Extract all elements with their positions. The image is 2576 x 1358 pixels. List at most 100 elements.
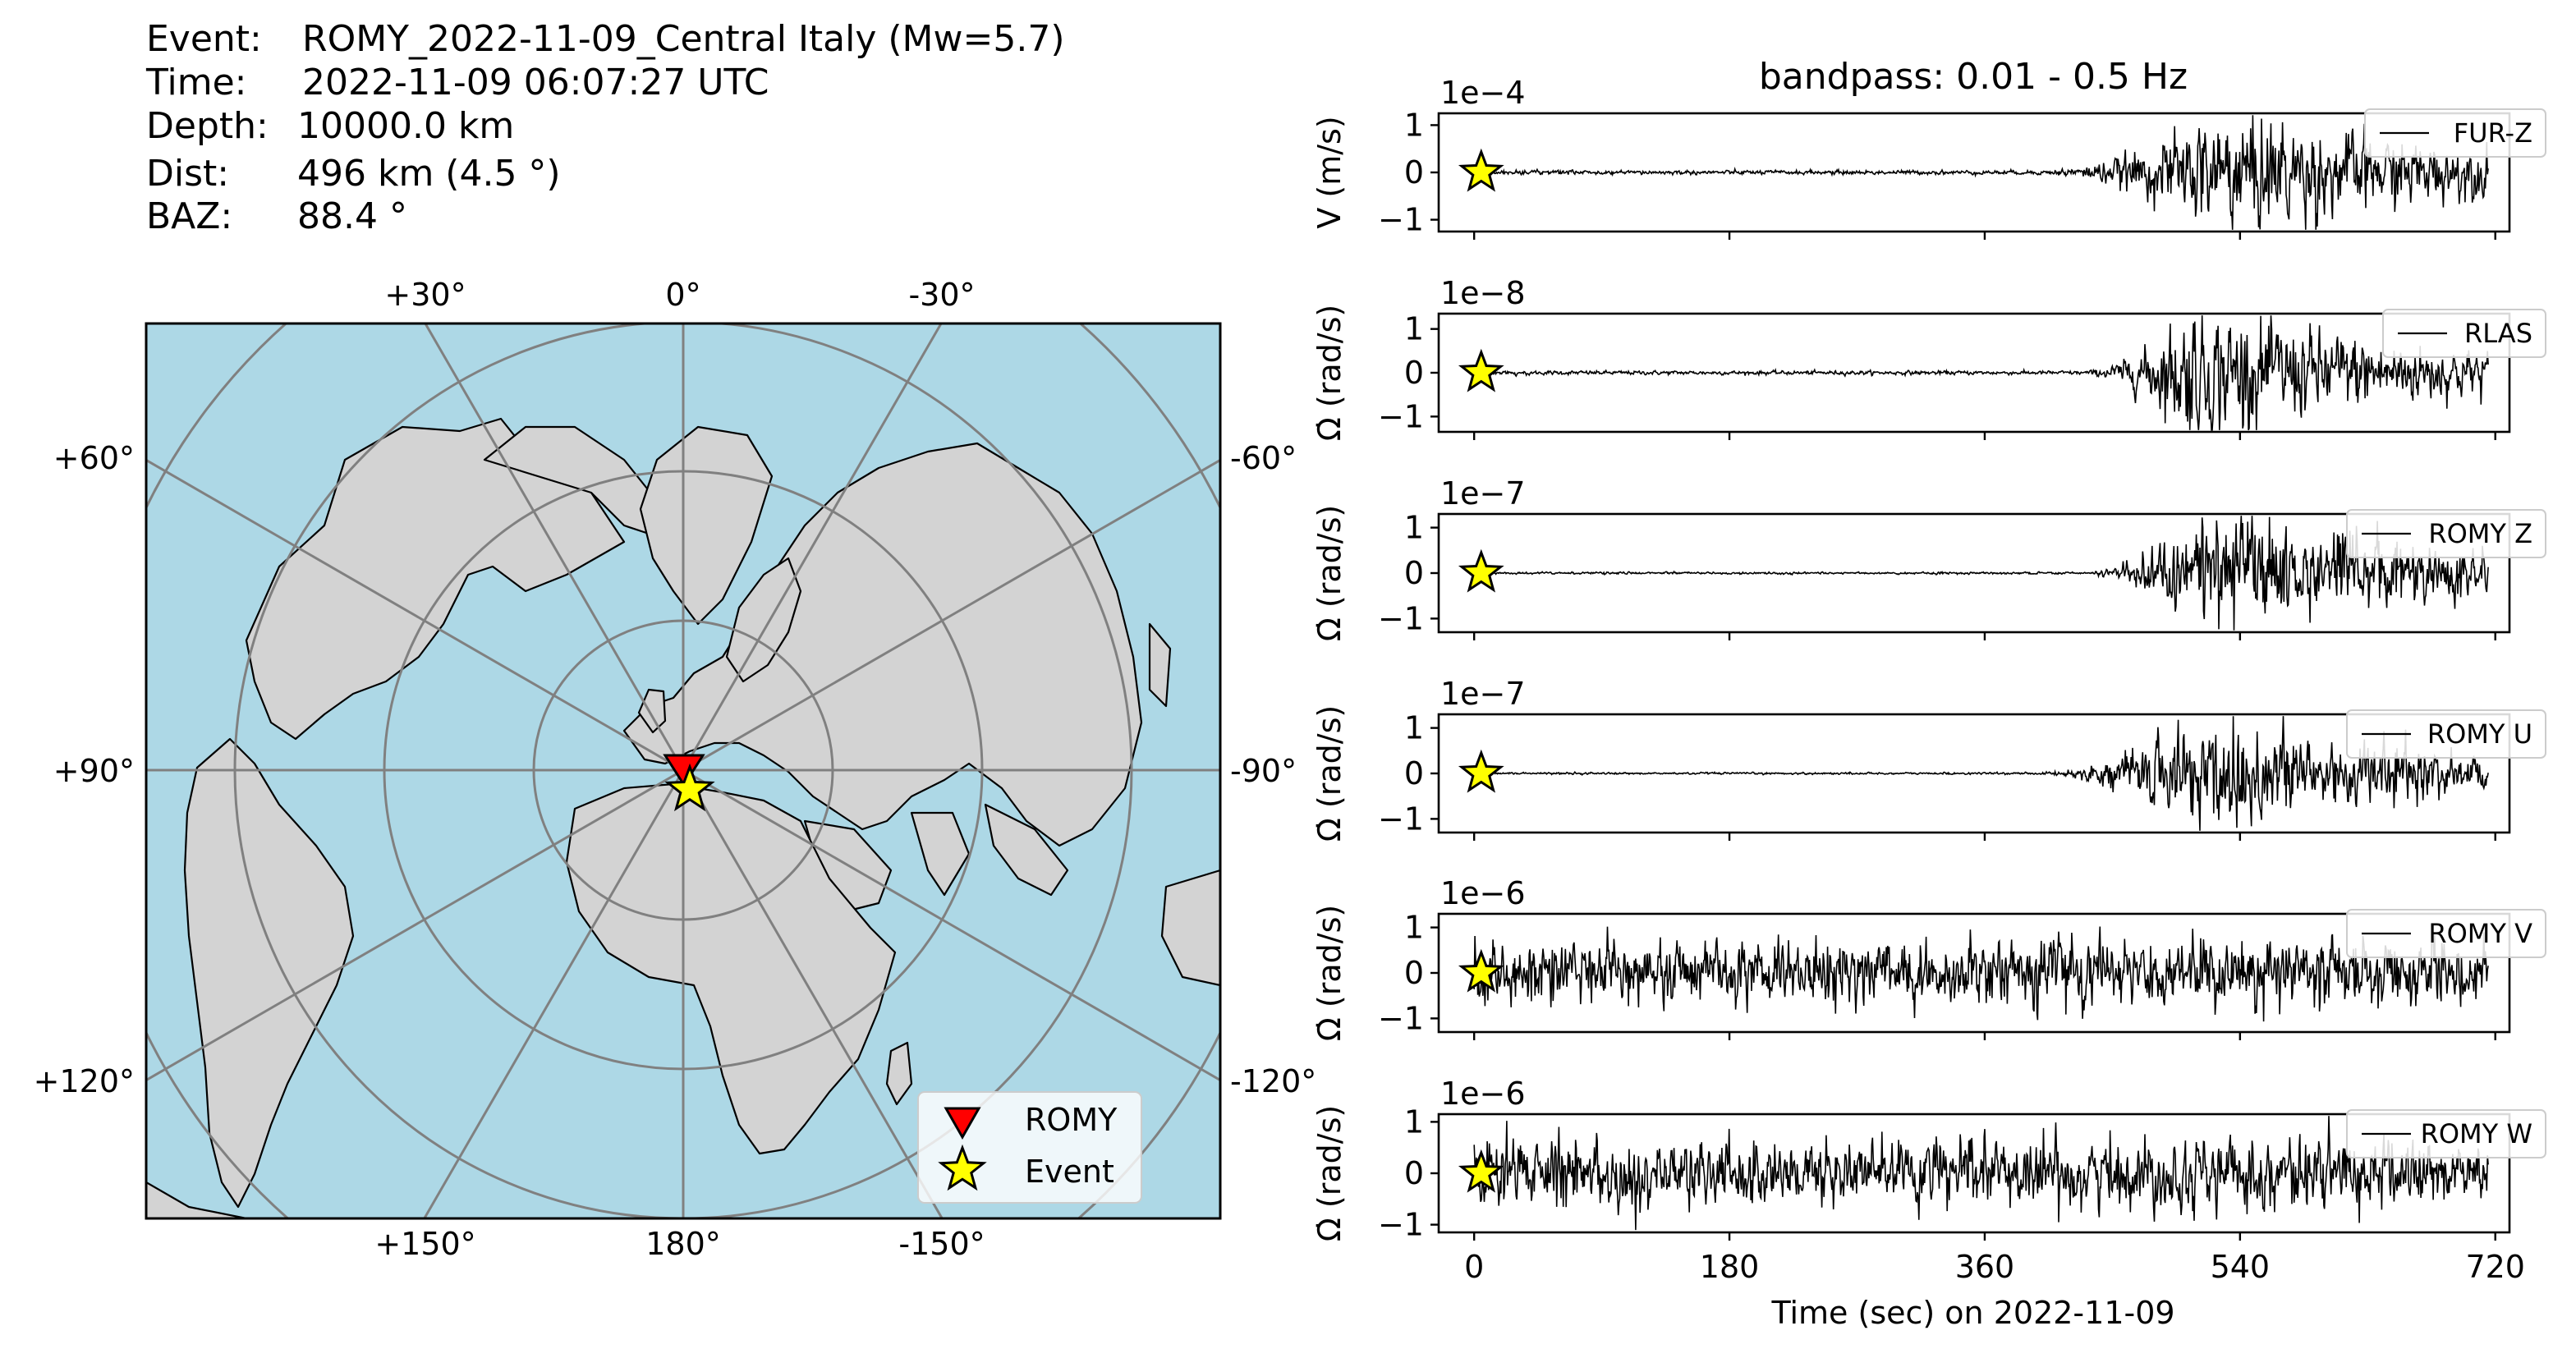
legend-station-label: ROMY bbox=[1025, 1102, 1118, 1138]
y-exponent-label: 1e−4 bbox=[1440, 75, 1526, 111]
land-scandinavia bbox=[725, 557, 802, 683]
x-tick-label: 720 bbox=[2465, 1249, 2525, 1285]
y-axis-label: V (m/s) bbox=[1311, 116, 1348, 228]
y-tick-label: −1 bbox=[1378, 801, 1424, 837]
legend-box bbox=[2382, 309, 2546, 358]
chart-title: bandpass: 0.01 - 0.5 Hz bbox=[1759, 56, 2188, 98]
waveform-trace bbox=[1473, 926, 2489, 1022]
x-tick-label: 180 bbox=[1700, 1249, 1760, 1285]
event-star-icon bbox=[1458, 348, 1504, 392]
y-exponent-label: 1e−6 bbox=[1440, 1076, 1526, 1112]
y-tick-label: 0 bbox=[1404, 355, 1424, 391]
event-label: Event: bbox=[146, 18, 262, 60]
time-value: 2022-11-09 06:07:27 UTC bbox=[302, 62, 769, 103]
legend-label: RLAS bbox=[2464, 318, 2532, 349]
side-label-right: -60° bbox=[1230, 440, 1297, 476]
y-tick-label: 0 bbox=[1404, 1155, 1424, 1191]
y-axis-label: Ω̇ (rad/s) bbox=[1311, 505, 1348, 641]
baz-label: BAZ: bbox=[146, 195, 232, 237]
meridian-label-bottom: -150° bbox=[898, 1226, 985, 1262]
waveform-trace bbox=[1473, 1116, 2489, 1231]
map-legend-box bbox=[917, 1091, 1142, 1204]
event-star-icon bbox=[1458, 548, 1504, 593]
legend-label: FUR-Z bbox=[2454, 117, 2532, 149]
waveform-trace bbox=[1473, 115, 2489, 230]
meridian-label-top: +30° bbox=[384, 277, 466, 313]
y-axis-label: Ω̇ (rad/s) bbox=[1311, 1105, 1348, 1241]
land-india bbox=[910, 811, 971, 897]
side-label-right: -90° bbox=[1230, 753, 1297, 789]
y-tick-label: 1 bbox=[1404, 1103, 1424, 1140]
waveform-trace bbox=[1473, 315, 2489, 431]
event-marker bbox=[664, 763, 715, 812]
map-legend: ROMY Event bbox=[917, 1091, 1142, 1204]
y-tick-label: 0 bbox=[1404, 555, 1424, 591]
meridian-label-top: 0° bbox=[665, 277, 700, 313]
y-tick-label: 1 bbox=[1404, 910, 1424, 946]
legend-label: ROMY V bbox=[2428, 918, 2532, 949]
waveform-panel: 1 0 −1 1e−8 Ω̇ (rad/s) RLAS bbox=[1311, 275, 2546, 441]
y-tick-label: 1 bbox=[1404, 107, 1424, 143]
map-panel: +30° 0° -30° +150° 180° -150° +60° +90° … bbox=[34, 277, 1317, 1262]
depth-value: 10000.0 km bbox=[297, 105, 514, 147]
event-star-icon bbox=[664, 763, 715, 812]
land-japan bbox=[1148, 622, 1172, 708]
x-axis-label: Time (sec) on 2022-11-09 bbox=[1770, 1295, 2174, 1331]
land-se-asia bbox=[984, 803, 1069, 897]
y-tick-label: −1 bbox=[1378, 398, 1424, 434]
y-tick-label: 0 bbox=[1404, 755, 1424, 791]
waveform-trace bbox=[1473, 716, 2489, 831]
event-star-icon bbox=[938, 1144, 987, 1191]
side-label-right: -120° bbox=[1230, 1063, 1316, 1099]
meridian-label-bottom: 180° bbox=[645, 1226, 721, 1262]
legend-label: ROMY U bbox=[2427, 718, 2532, 750]
waveform-panel: 1 0 −1 1e−7 Ω̇ (rad/s) ROMY U bbox=[1311, 676, 2546, 842]
land-rim-left bbox=[146, 1181, 248, 1218]
legend-label: ROMY W bbox=[2421, 1118, 2532, 1149]
y-axis-label: Ω̇ (rad/s) bbox=[1311, 705, 1348, 842]
y-axis-label: Ω̇ (rad/s) bbox=[1311, 305, 1348, 441]
map-land bbox=[146, 417, 1220, 1218]
time-label: Time: bbox=[145, 62, 247, 103]
event-star-icon bbox=[1458, 948, 1504, 993]
y-axis-label: Ω̇ (rad/s) bbox=[1311, 905, 1348, 1041]
legend-box bbox=[2364, 108, 2546, 158]
legend-box bbox=[2346, 1109, 2546, 1158]
x-axis: 0 180 360 540 720 bbox=[1464, 1249, 2525, 1285]
waveform-panels: 1 0 −1 1e−4 V (m/s) FUR-Z 1 0 −1 1e−8 Ω̇ (rad/s) RL… bbox=[1311, 75, 2546, 1243]
depth-label: Depth: bbox=[146, 105, 269, 147]
waveform-trace bbox=[1473, 516, 2489, 631]
event-star-icon bbox=[1458, 749, 1504, 793]
y-tick-label: 1 bbox=[1404, 510, 1424, 546]
y-exponent-label: 1e−7 bbox=[1440, 676, 1526, 712]
side-label-left: +120° bbox=[34, 1063, 135, 1099]
waveform-panel: 1 0 −1 1e−4 V (m/s) FUR-Z bbox=[1311, 75, 2546, 240]
dist-value: 496 km (4.5 °) bbox=[297, 153, 561, 195]
y-tick-label: −1 bbox=[1378, 1000, 1424, 1036]
map-axis-labels: +30° 0° -30° +150° 180° -150° +60° +90° … bbox=[34, 277, 1317, 1262]
x-tick-label: 540 bbox=[2211, 1249, 2271, 1285]
land-africa bbox=[565, 782, 897, 1155]
waveform-panel: 1 0 −1 1e−6 Ω̇ (rad/s) ROMY W bbox=[1311, 1076, 2546, 1243]
land-south-america bbox=[183, 737, 355, 1209]
y-exponent-label: 1e−7 bbox=[1440, 475, 1526, 512]
meridian-label-top: -30° bbox=[908, 277, 975, 313]
legend-box bbox=[2346, 909, 2546, 958]
baz-value: 88.4 ° bbox=[297, 195, 407, 237]
side-label-left: +60° bbox=[53, 440, 135, 476]
legend-label: ROMY Z bbox=[2428, 518, 2532, 549]
legend-box bbox=[2346, 709, 2546, 759]
dist-label: Dist: bbox=[146, 153, 229, 195]
land-australia bbox=[1160, 869, 1220, 987]
legend-event-symbol bbox=[938, 1144, 987, 1191]
y-exponent-label: 1e−8 bbox=[1440, 275, 1526, 311]
legend-station-symbol bbox=[944, 1107, 981, 1140]
station-marker bbox=[663, 754, 705, 787]
y-exponent-label: 1e−6 bbox=[1440, 875, 1526, 911]
land-madagascar bbox=[885, 1041, 913, 1106]
event-star-icon bbox=[1458, 148, 1504, 192]
waveform-panel: 1 0 −1 1e−7 Ω̇ (rad/s) ROMY Z bbox=[1311, 475, 2546, 641]
legend-event-label: Event bbox=[1025, 1154, 1114, 1190]
x-tick-label: 0 bbox=[1464, 1249, 1484, 1285]
